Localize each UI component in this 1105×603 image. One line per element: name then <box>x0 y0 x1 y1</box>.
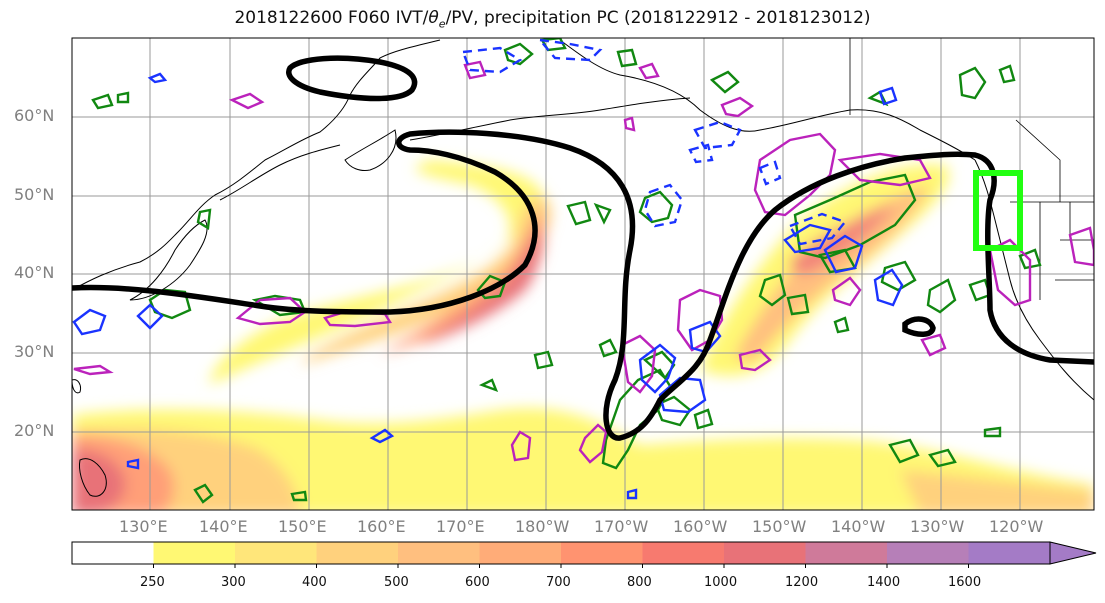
colorbar <box>71 541 1097 568</box>
ivt-contours <box>72 55 1094 441</box>
lon-tick-170e: 170°E <box>436 517 485 536</box>
ivt-plume-main-250 <box>210 160 545 385</box>
coast-asia <box>72 39 441 291</box>
lat-tick-50n: 50°N <box>14 185 55 204</box>
coast-philippines <box>79 458 107 497</box>
colorbar-segment <box>72 542 155 564</box>
target-box <box>973 170 1023 251</box>
coast-kurils <box>219 144 341 201</box>
colorbar-segment <box>479 542 562 564</box>
borders <box>849 38 1094 300</box>
pv-dashed-2 <box>537 38 603 62</box>
ivt-band-east-400 <box>900 470 1094 510</box>
colorbar-label-1200: 1200 <box>785 575 819 590</box>
pv-dashed-1 <box>461 46 523 74</box>
border-us-states <box>1039 202 1094 300</box>
lon-tick-170w: 170°W <box>594 517 649 536</box>
lat-tick-60n: 60°N <box>14 106 55 125</box>
border-bc-alberta <box>1015 119 1061 202</box>
lon-tick-150w: 150°W <box>752 517 807 536</box>
coastlines <box>72 39 1094 497</box>
lon-tick-140e: 140°E <box>199 517 248 536</box>
ivt-plume-main-1000 <box>420 225 542 345</box>
lon-tick-130w: 130°W <box>910 517 965 536</box>
pv-contours <box>72 38 904 500</box>
pv-dashed-5 <box>643 183 684 228</box>
colorbar-label-300: 300 <box>221 575 246 590</box>
pv-dashed-6 <box>758 160 782 186</box>
ivt-contour-north <box>286 55 418 102</box>
colorbar-segment <box>398 542 481 564</box>
colorbar-label-400: 400 <box>302 575 327 590</box>
colorbar-segment <box>642 542 725 564</box>
colorbar-label-1400: 1400 <box>867 575 901 590</box>
colorbar-label-800: 800 <box>627 575 652 590</box>
colorbar-label-250: 250 <box>140 575 165 590</box>
graticule <box>72 38 1094 510</box>
coast-japan <box>129 219 208 301</box>
colorbar-segment <box>887 542 970 564</box>
colorbar-label-1600: 1600 <box>948 575 982 590</box>
ivt-plume-east-500 <box>735 185 930 362</box>
ivt-band-south-250 <box>72 408 1094 510</box>
lon-tick-160w: 160°W <box>673 517 728 536</box>
colorbar-segment <box>968 542 1051 564</box>
lat-tick-20n: 20°N <box>14 421 55 440</box>
lon-tick-140w: 140°W <box>831 517 886 536</box>
ivt-shading <box>72 160 1094 510</box>
pv-dashed-4 <box>688 143 714 164</box>
lat-tick-40n: 40°N <box>14 263 55 282</box>
ivt-band-south-1000 <box>72 449 126 510</box>
ivt-contour-main <box>72 129 1094 441</box>
coast-alaska <box>559 39 976 161</box>
colorbar-label-500: 500 <box>384 575 409 590</box>
coast-kamchatka <box>344 129 397 171</box>
colorbar-segment <box>153 542 236 564</box>
pv-dashed-7 <box>788 212 848 246</box>
colorbar-extend-arrow <box>1049 541 1097 565</box>
ivt-contour-small <box>902 316 936 337</box>
colorbar-segment <box>724 542 807 564</box>
ivt-plume-main-400 <box>300 197 551 365</box>
colorbar-label-600: 600 <box>465 575 490 590</box>
lon-tick-130e: 130°E <box>119 517 168 536</box>
map-frame <box>71 37 1095 511</box>
lon-tick-120w: 120°W <box>989 517 1044 536</box>
map-title: 2018122600 F060 IVT/θe/PV, precipitation… <box>234 8 871 31</box>
colorbar-segment <box>805 542 888 564</box>
lat-tick-30n: 30°N <box>14 342 55 361</box>
colorbar-segment <box>561 542 644 564</box>
lon-tick-160e: 160°E <box>357 517 406 536</box>
coast-taiwan <box>72 379 81 394</box>
colorbar-label-700: 700 <box>546 575 571 590</box>
lon-tick-150e: 150°E <box>278 517 327 536</box>
colorbar-segment <box>235 542 318 564</box>
colorbar-label-1000: 1000 <box>704 575 738 590</box>
lon-tick-180w: 180°W <box>515 517 570 536</box>
colorbar-segment <box>316 542 399 564</box>
pv-dashed-3 <box>693 120 742 150</box>
